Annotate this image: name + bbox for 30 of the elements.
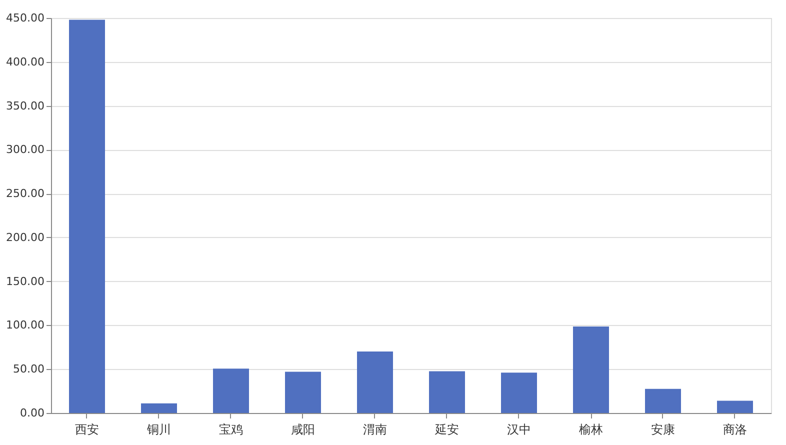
x-tick-label: 西安 — [75, 422, 99, 436]
bar — [645, 388, 681, 413]
y-tick-label: 300.00 — [6, 143, 44, 156]
x-tick-label: 延安 — [434, 422, 459, 436]
y-tick-label: 400.00 — [6, 55, 44, 68]
y-tick-label: 450.00 — [6, 12, 44, 24]
x-tick-label: 铜川 — [146, 422, 171, 436]
y-tick-label: 200.00 — [6, 230, 44, 244]
bar — [69, 20, 105, 413]
x-tick-label: 榆林 — [579, 422, 603, 436]
y-tick-label: 350.00 — [6, 99, 44, 112]
bar — [501, 372, 537, 413]
bar — [357, 352, 393, 413]
x-tick-label: 安康 — [651, 422, 675, 436]
y-tick-label: 0.00 — [20, 406, 44, 420]
bar — [141, 403, 177, 413]
bar — [213, 368, 249, 413]
y-tick-label: 250.00 — [6, 187, 44, 200]
x-tick-label: 咸阳 — [291, 422, 315, 436]
y-tick-label: 150.00 — [6, 274, 44, 288]
y-tick-label: 50.00 — [13, 362, 44, 376]
x-tick-label: 商洛 — [723, 422, 747, 436]
bar — [717, 400, 753, 413]
x-tick-label: 汉中 — [507, 422, 531, 436]
bar — [285, 372, 321, 413]
y-tick-label: 100.00 — [6, 318, 44, 332]
bar — [573, 326, 609, 413]
bar — [429, 371, 465, 413]
x-tick-label: 宝鸡 — [219, 422, 243, 436]
x-tick-label: 渭南 — [363, 422, 387, 436]
